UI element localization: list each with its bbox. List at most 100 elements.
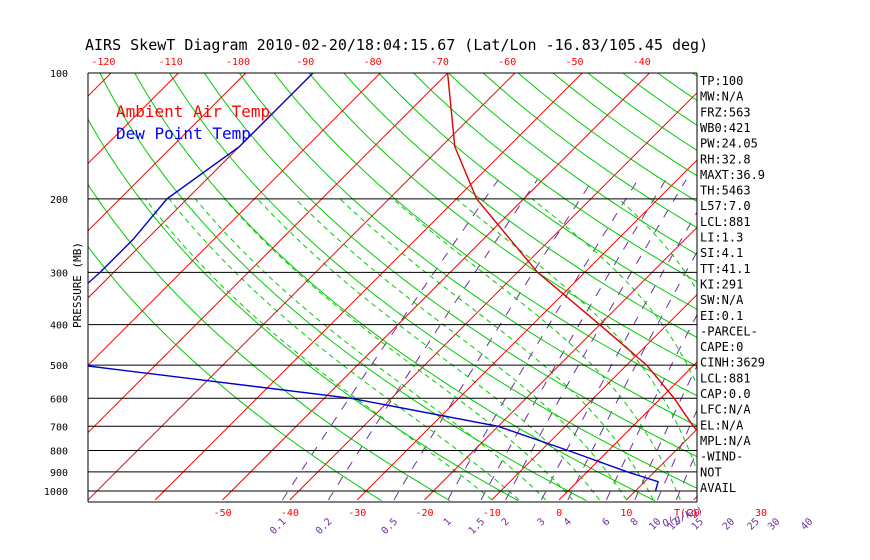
moist-adiabat-line [455, 198, 697, 472]
sounding-profiles [88, 73, 697, 492]
pressure-tick-label: 500 [50, 361, 68, 372]
top-isotherm-tick-label: -120 [91, 57, 115, 68]
dry-adiabat-line [797, 73, 870, 501]
mixing-ratio-tick-label: 20 [721, 516, 737, 532]
mixing-ratio-tick-label: 6 [600, 516, 612, 528]
temp-unit-label: T(C) [674, 508, 698, 519]
isotherm-line [88, 73, 247, 232]
stability-index: SW:N/A [700, 293, 744, 307]
stability-index: LFC:N/A [700, 403, 751, 417]
dry-adiabat-line [448, 73, 697, 256]
moist-adiabat-line [257, 198, 600, 501]
mixing-ratio-tick-label: 1.5 [467, 516, 488, 537]
top-isotherm-tick-label: -110 [159, 57, 183, 68]
mixing-ratio-tick-label: 4 [562, 516, 574, 528]
pressure-tick-label: 600 [50, 394, 68, 405]
stability-index: TT:41.1 [700, 262, 751, 276]
isotherm-lines [0, 73, 870, 501]
chart-title: AIRS SkewT Diagram 2010-02-20/18:04:15.6… [85, 36, 708, 54]
isotherm-line [761, 73, 870, 500]
mixing-ratio-line [447, 179, 639, 501]
moist-adiabat-line [224, 198, 573, 501]
mixing-ratio-tick-label: 30 [766, 516, 782, 532]
moist-adiabat-line [339, 198, 654, 501]
bottom-temp-tick-label: 10 [620, 508, 632, 519]
moist-adiabat-line [531, 198, 697, 386]
mixing-ratio-tick-label: 0.1 [268, 516, 289, 537]
pressure-tick-label: 200 [50, 195, 68, 206]
bottom-temp-tick-label: 30 [755, 508, 767, 519]
stability-index: TP:100 [700, 74, 743, 88]
moist-adiabat-line [194, 198, 547, 501]
isobar-lines [87, 72, 698, 503]
mixing-ratio-tick-label: 1 [442, 516, 454, 528]
dry-adiabat-line [204, 73, 697, 458]
dry-adiabat-line [88, 118, 519, 502]
bottom-temp-tick-label: -20 [416, 508, 434, 519]
dry-adiabat-line [88, 183, 451, 502]
dry-adiabat-line [343, 73, 697, 339]
mixing-ratio-line [541, 211, 697, 501]
bottom-temp-tick-label: -40 [281, 508, 299, 519]
legend: Ambient Air Temp Dew Point Temp [116, 102, 270, 143]
bottom-temp-tick-label: -10 [483, 508, 501, 519]
mixing-ratio-tick-label: 0.5 [380, 516, 401, 537]
mixing-ratio-line [327, 179, 538, 501]
stability-index: -WIND- [700, 450, 743, 464]
legend-entry: Dew Point Temp [116, 124, 251, 143]
pressure-tick-label: 800 [50, 446, 68, 457]
pressure-tick-label: 300 [50, 268, 68, 279]
bottom-temp-tick-label: 0 [556, 508, 562, 519]
bottom-temp-tick-label: 20 [688, 508, 700, 519]
dry-adiabat-line [99, 73, 587, 502]
top-isotherm-tick-label: -90 [296, 57, 314, 68]
dry-adiabat-line [169, 73, 697, 489]
stability-index: WB0:421 [700, 121, 751, 135]
isotherm-line [88, 73, 448, 434]
mixing-ratio-line [282, 179, 499, 501]
dry-adiabat-line [832, 73, 870, 501]
legend-entry: Ambient Air Temp [116, 102, 270, 121]
pressure-tick-label: 900 [50, 468, 68, 479]
top-isotherm-tick-label: -40 [633, 57, 651, 68]
moist-adiabat-line [780, 199, 815, 500]
stability-index: MPL:N/A [700, 434, 751, 448]
top-isotherm-tick-label: -50 [565, 57, 583, 68]
stability-index: EI:0.1 [700, 309, 743, 323]
isotherm-line [88, 73, 179, 165]
isotherm-line [154, 73, 583, 501]
moist-adiabat-line [168, 198, 520, 501]
mixing-ratio-line [567, 250, 697, 501]
stability-index: RH:32.8 [700, 152, 751, 166]
stability-index: CAPE:0 [700, 340, 743, 354]
stability-index: CINH:3629 [700, 356, 765, 370]
mixing-ratio-tick-label: 2 [500, 516, 512, 528]
stability-index: CAP:0.0 [700, 387, 751, 401]
isotherm-line [828, 73, 870, 500]
dry-adiabat-lines [88, 73, 870, 502]
bottom-temp-tick-label: -30 [348, 508, 366, 519]
stability-index: EL:N/A [700, 418, 744, 432]
stability-index: L57:7.0 [700, 199, 751, 213]
mixing-ratio-tick-label: 0.2 [314, 516, 335, 537]
mixing-ratio-line [505, 179, 687, 501]
mixing-ratio-tick-label: 3 [536, 516, 548, 528]
top-isotherm-tick-label: -80 [364, 57, 382, 68]
isotherm-line [88, 73, 516, 501]
dry-adiabat-line [88, 245, 382, 502]
stability-index: SI:4.1 [700, 246, 743, 260]
bottom-temp-tick-label: -50 [214, 508, 232, 519]
pressure-tick-label: 100 [50, 69, 68, 80]
pressure-tick-label: 700 [50, 422, 68, 433]
moist-adiabat-line [392, 198, 681, 501]
dry-adiabat-line [517, 73, 697, 203]
pressure-tick-label: 1000 [44, 487, 68, 498]
mixing-ratio-tick-label: 8 [629, 516, 641, 528]
dry-adiabat-line [378, 73, 697, 310]
stability-index: TH:5463 [700, 184, 751, 198]
dry-adiabat-line [308, 73, 697, 367]
stability-index: AVAIL [700, 481, 736, 495]
mixing-ratio-tick-label: 40 [799, 516, 815, 532]
stability-index: MW:N/A [700, 90, 744, 104]
isotherm-line [0, 73, 44, 500]
